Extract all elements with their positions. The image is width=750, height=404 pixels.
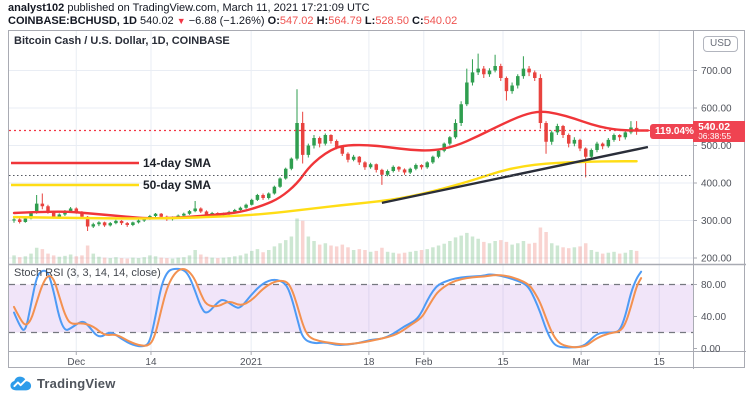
svg-text:40.00: 40.00	[701, 312, 726, 323]
svg-text:600.00: 600.00	[701, 104, 732, 115]
time-axis: Dec 14 2021 18 Feb 15 Mar 15	[67, 351, 665, 368]
high-label: H:	[316, 15, 329, 27]
chart-canvas[interactable]: 700.00 600.00 500.00 400.00 300.00 200.00 80.0…	[9, 31, 746, 369]
percent-change-label: 119.04%	[650, 124, 699, 139]
svg-text:500.00: 500.00	[701, 141, 732, 152]
svg-text:0.00: 0.00	[701, 344, 721, 355]
svg-text:15: 15	[654, 357, 666, 368]
last-price: 540.02	[140, 15, 174, 27]
symbol-status-line: COINBASE:BCHUSD, 1D 540.02 ▼ −6.88 (−1.2…	[8, 15, 457, 28]
byline: analyst102 published on TradingView.com,…	[8, 2, 370, 15]
sma14-annotation-label: 14-day SMA	[143, 156, 212, 170]
chart-frame[interactable]: 700.00 600.00 500.00 400.00 300.00 200.00 80.0…	[8, 30, 746, 369]
stoch-band	[9, 283, 693, 334]
published-text: published on TradingView.com, March 11, …	[64, 2, 370, 14]
tradingview-attribution[interactable]: TradingView	[10, 376, 116, 391]
low-label: L:	[364, 15, 376, 27]
bar-countdown: 06:38:55	[698, 131, 732, 141]
svg-text:200.00: 200.00	[701, 254, 732, 265]
tradingview-wordmark: TradingView	[37, 376, 116, 391]
moving-averages	[12, 110, 650, 220]
svg-text:15: 15	[497, 357, 509, 368]
volume-bars	[12, 218, 639, 264]
sma-annotation-lines	[11, 161, 139, 187]
grid-lines	[9, 31, 693, 351]
chart-title: Bitcoin Cash / U.S. Dollar, 1D, COINBASE	[14, 35, 230, 47]
candles	[12, 53, 639, 231]
sma50-annotation-label: 50-day SMA	[143, 178, 212, 192]
close-label: C:	[412, 15, 424, 27]
currency-badge: USD	[703, 36, 739, 52]
tradingview-logo-icon	[10, 376, 32, 391]
down-arrow-icon: ▼	[176, 16, 186, 26]
svg-text:Dec: Dec	[67, 357, 85, 368]
svg-text:80.00: 80.00	[701, 280, 726, 291]
current-price-axis-label: 540.02 06:38:55	[693, 121, 745, 142]
close-value: 540.02	[423, 15, 458, 27]
low-value: 528.50	[375, 15, 409, 27]
svg-text:14: 14	[145, 357, 157, 368]
pane-borders	[9, 31, 746, 369]
symbol-name: COINBASE:BCHUSD, 1D	[8, 15, 137, 27]
high-value: 564.79	[328, 15, 362, 27]
open-label: O:	[267, 15, 280, 27]
svg-text:2021: 2021	[240, 357, 263, 368]
svg-text:300.00: 300.00	[701, 216, 732, 227]
open-value: 547.02	[279, 15, 314, 27]
svg-text:Mar: Mar	[573, 357, 591, 368]
author-name: analyst102	[8, 2, 65, 14]
price-axis: 700.00 600.00 500.00 400.00 300.00 200.00 80.0…	[693, 66, 732, 355]
change-value: −6.88 (−1.26%)	[188, 15, 265, 27]
svg-text:Feb: Feb	[415, 357, 433, 368]
svg-text:18: 18	[363, 357, 375, 368]
stoch-rsi-indicator-label: Stoch RSI (3, 3, 14, 14, close)	[14, 267, 161, 279]
trendline[interactable]	[381, 145, 649, 205]
stoch-series	[13, 267, 643, 349]
svg-text:700.00: 700.00	[701, 66, 732, 77]
svg-text:400.00: 400.00	[701, 179, 732, 190]
current-price-value: 540.02	[698, 121, 731, 133]
